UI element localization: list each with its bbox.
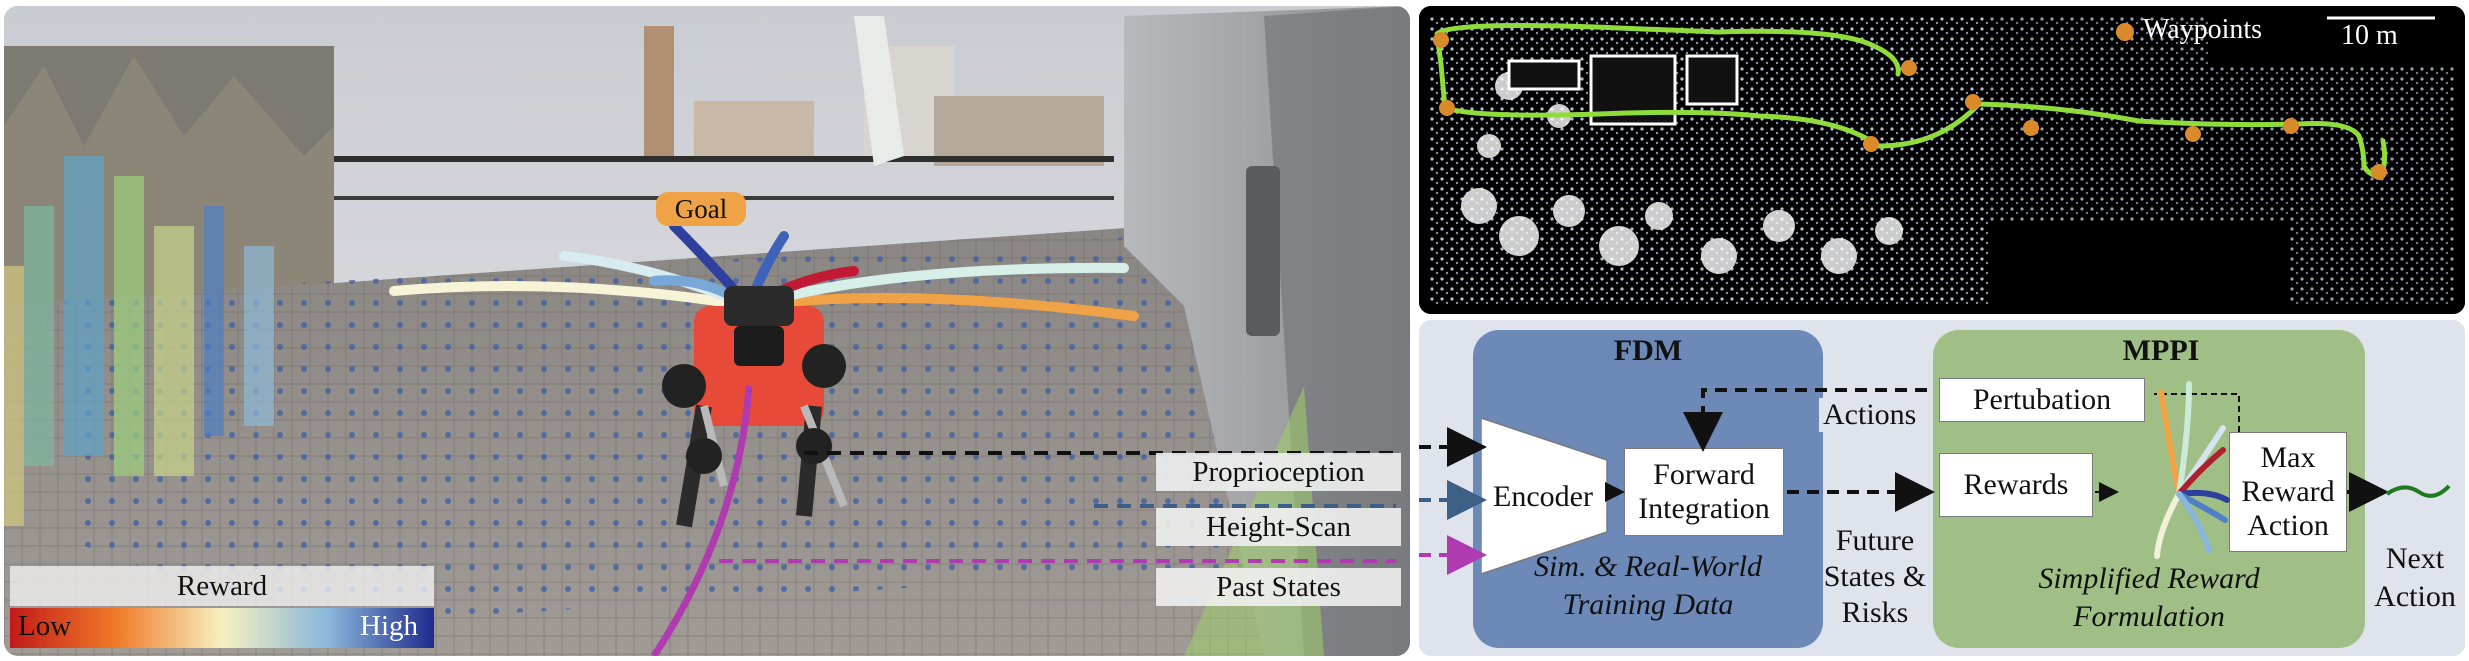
waypoints-legend-dot [2116, 23, 2134, 41]
robot-scene-photo: Goal Proprioception Height-Scan Past Sta… [4, 6, 1410, 656]
pipeline-diagram: FDM Encoder Forward Integration Sim. & R… [1419, 320, 2465, 656]
max-reward-line2: Reward [2241, 475, 2335, 508]
encoder-label: Encoder [1493, 480, 1593, 513]
forward-integration-line1: Forward [1653, 458, 1755, 491]
input-height-scan-label: Height-Scan [1206, 510, 1351, 543]
diagram-arrows [1419, 381, 2451, 575]
waypoint-markers [1433, 32, 2387, 180]
map-scale-label: 10 m [2341, 20, 2398, 51]
input-past-states: Past States [1156, 568, 1401, 606]
mppi-title: MPPI [2122, 334, 2200, 367]
forward-integration-line2: Integration [1638, 492, 1770, 525]
pertubation-box: Pertubation [1939, 378, 2145, 422]
max-reward-line1: Max [2260, 441, 2316, 474]
map-illustration [1419, 6, 2465, 314]
input-proprioception-label: Proprioception [1192, 455, 1365, 488]
actions-label: Actions [1819, 398, 1921, 432]
waypoint-marker [1439, 100, 1455, 116]
input-past-states-label: Past States [1216, 570, 1341, 603]
waypoint-marker [2283, 118, 2299, 134]
input-height-scan: Height-Scan [1156, 508, 1401, 546]
goal-label: Goal [674, 193, 728, 224]
next-action-line2: Action [2374, 580, 2456, 613]
max-reward-action-box: Max Reward Action [2229, 432, 2347, 552]
waypoint-marker [2371, 164, 2387, 180]
input-proprioception: Proprioception [1156, 453, 1401, 491]
reward-legend-title: Reward [176, 569, 268, 602]
waypoint-marker [1901, 60, 1917, 76]
fdm-caption-line1: Sim. & Real-World [1533, 550, 1763, 583]
scene-illustration [4, 6, 1410, 656]
robot-icon [662, 286, 848, 528]
waypoint-marker [1433, 32, 1449, 48]
waypoint-marker [1863, 136, 1879, 152]
rewards-label: Rewards [1963, 468, 2069, 501]
fdm-title: FDM [1613, 334, 1683, 367]
pertubation-label: Pertubation [1972, 383, 2112, 416]
future-states-line1: Future [1835, 524, 1915, 557]
next-action-line1: Next [2385, 542, 2445, 575]
future-states-line2: States & [1823, 560, 1927, 593]
encoder-shape [1481, 418, 1608, 574]
max-reward-line3: Action [2247, 509, 2329, 542]
waypoints-legend-label: Waypoints [2143, 14, 2263, 45]
pointcloud-map: Waypoints 10 m [1419, 6, 2465, 314]
mppi-caption: Simplified Reward Formulation [1933, 562, 2365, 634]
waypoint-marker [1965, 94, 1981, 110]
reward-legend-title-box: Reward [10, 566, 434, 606]
future-states-label: Future States & Risks [1819, 524, 1931, 630]
next-action-label: Next Action [2365, 542, 2465, 614]
fdm-caption-line2: Training Data [1562, 588, 1734, 621]
mppi-caption-line2: Formulation [2073, 600, 2225, 633]
reward-legend-high: High [360, 610, 418, 642]
mppi-caption-line1: Simplified Reward [2038, 562, 2260, 595]
rewards-box: Rewards [1939, 453, 2093, 517]
goal-label-badge: Goal [656, 192, 746, 226]
reward-legend-low: Low [18, 610, 72, 642]
waypoint-marker [2185, 126, 2201, 142]
future-states-line3: Risks [1841, 596, 1909, 629]
waypoint-marker [2023, 120, 2039, 136]
fdm-caption: Sim. & Real-World Training Data [1473, 550, 1823, 622]
